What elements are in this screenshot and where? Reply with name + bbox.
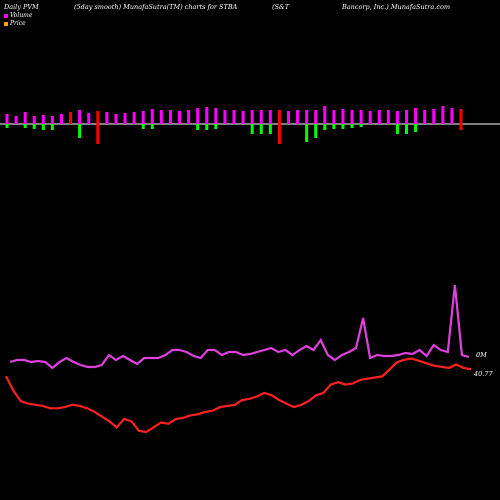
- volume-bar-down: [350, 124, 354, 128]
- price-end-label: 40.77: [474, 370, 493, 378]
- volume-bar-up: [223, 110, 227, 124]
- volume-bar-down: [414, 124, 418, 132]
- header-company-a: (S&T: [272, 3, 290, 11]
- volume-bar-up: [205, 107, 209, 124]
- volume-bar-up: [432, 109, 436, 124]
- volume-bar-up: [332, 110, 336, 124]
- volume-bar-up: [59, 114, 63, 124]
- volume-bar-up: [150, 109, 154, 124]
- price-line: [5, 357, 472, 434]
- volume-bar-down: [323, 124, 327, 130]
- volume-bar-up: [96, 111, 100, 124]
- legend-volume: Volume: [4, 12, 32, 19]
- legend-price-label: Price: [10, 20, 26, 27]
- header-company-b: Bancorp, Inc.) MunafaSutra.com: [342, 3, 451, 11]
- volume-bar-up: [323, 106, 327, 124]
- volume-bar-up: [277, 110, 281, 124]
- volume-bar-down: [359, 124, 363, 127]
- volume-bar-up: [405, 110, 409, 124]
- volume-bar-up: [178, 111, 182, 124]
- legend-price: Price: [4, 20, 26, 27]
- volume-bar-down: [50, 124, 54, 130]
- volume-bar-down: [78, 124, 82, 138]
- volume-bar-up: [414, 108, 418, 124]
- header-mid: (5day smooth) MunafaSutra(TM) charts for…: [74, 3, 238, 11]
- volume-bar-up: [250, 110, 254, 124]
- volume-bar-up: [114, 114, 118, 124]
- volume-bar-up: [196, 108, 200, 124]
- volume-bar-down: [141, 124, 145, 129]
- volume-bar-down: [41, 124, 45, 130]
- volume-bar-down: [32, 124, 36, 129]
- volume-bar-up: [395, 111, 399, 124]
- volume-bar-up: [241, 111, 245, 124]
- volume-bar-up: [386, 110, 390, 124]
- volume-bar-up: [105, 112, 109, 124]
- volume-line: [9, 284, 470, 370]
- volume-bar-up: [341, 109, 345, 124]
- volume-bar-down: [259, 124, 263, 134]
- volume-bar-up: [232, 110, 236, 124]
- volume-bar-up: [314, 110, 318, 124]
- volume-bar-up: [87, 113, 91, 124]
- volume-bar-up: [159, 110, 163, 124]
- volume-bar-up: [5, 114, 9, 124]
- volume-bar-down: [305, 124, 309, 142]
- volume-bar-up: [259, 110, 263, 124]
- volume-bar-up: [168, 110, 172, 124]
- volume-bar-up: [69, 112, 73, 124]
- volume-bar-down: [150, 124, 154, 129]
- volume-bar-down: [341, 124, 345, 129]
- volume-bar-down: [214, 124, 218, 129]
- volume-bar-down: [268, 124, 272, 134]
- volume-bar-down: [23, 124, 27, 128]
- volume-bar-down: [205, 124, 209, 130]
- volume-bar-up: [214, 108, 218, 124]
- volume-bar-up: [14, 116, 18, 124]
- volume-bar-up: [296, 110, 300, 124]
- volume-bar-down: [395, 124, 399, 134]
- volume-bar-down: [250, 124, 254, 134]
- volume-bar-up: [41, 115, 45, 124]
- volume-bar-down: [277, 124, 281, 144]
- volume-bar-down: [459, 124, 463, 130]
- header-left: Daily PVM: [4, 3, 39, 11]
- volume-bar-up: [359, 110, 363, 124]
- volume-bar-down: [332, 124, 336, 129]
- legend-volume-label: Volume: [10, 12, 33, 19]
- volume-bar-up: [350, 110, 354, 124]
- volume-bar-up: [268, 110, 272, 124]
- volume-bar-up: [32, 116, 36, 124]
- volume-bar-up: [23, 112, 27, 124]
- volume-bar-up: [441, 106, 445, 124]
- volume-bar-down: [196, 124, 200, 130]
- legend-price-swatch: [4, 21, 8, 26]
- volume-bar-down: [314, 124, 318, 138]
- volume-bar-up: [50, 116, 54, 124]
- volume-bar-up: [141, 111, 145, 124]
- volume-bar-up: [187, 110, 191, 124]
- volume-bar-up: [305, 110, 309, 124]
- volume-bar-up: [450, 108, 454, 124]
- volume-bar-up: [368, 111, 372, 124]
- volume-bar-up: [459, 109, 463, 124]
- volume-bar-down: [405, 124, 409, 134]
- volume-bar-down: [5, 124, 9, 128]
- volume-bar-up: [286, 111, 290, 124]
- volume-bar-up: [377, 110, 381, 124]
- volume-bar-up: [132, 112, 136, 124]
- volume-bar-up: [123, 113, 127, 124]
- volume-end-label: 0M: [476, 351, 487, 359]
- volume-bar-up: [423, 110, 427, 124]
- volume-bar-down: [96, 124, 100, 144]
- legend-volume-swatch: [4, 13, 8, 18]
- volume-bar-up: [78, 110, 82, 124]
